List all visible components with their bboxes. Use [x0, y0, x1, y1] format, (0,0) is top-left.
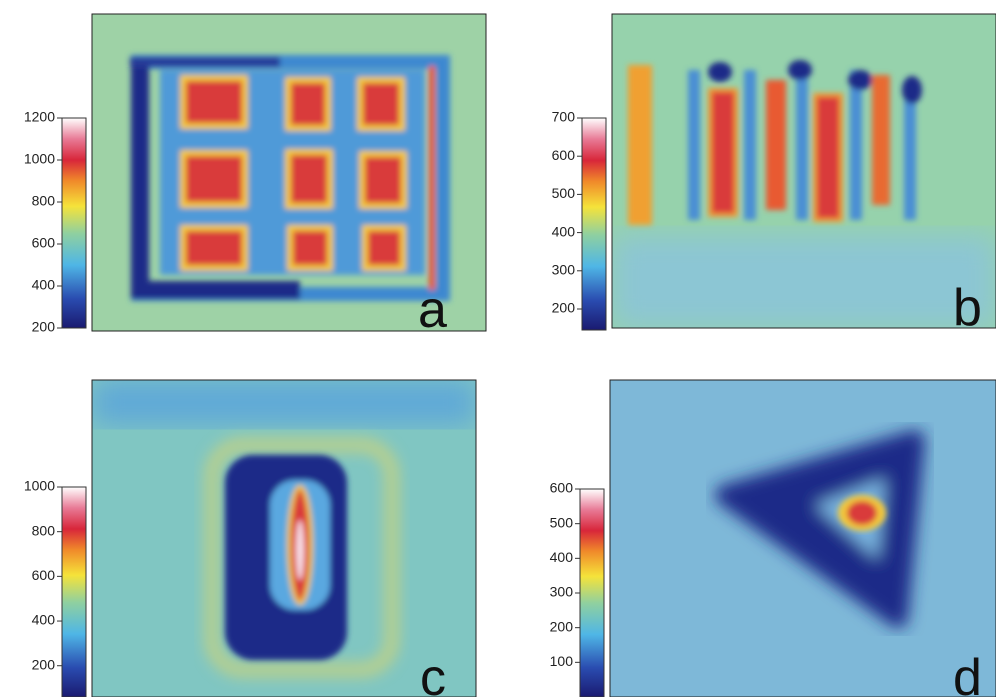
tick-label: 300: [550, 584, 574, 600]
tick-label: 1000: [24, 151, 55, 167]
tick-label: 800: [32, 522, 56, 538]
panel-label: a: [418, 281, 447, 339]
tick-label: 600: [550, 480, 574, 496]
tick-label: 600: [552, 147, 576, 163]
tick-label: 200: [550, 618, 574, 634]
tick-label: 400: [32, 612, 56, 628]
tick-label: 1200: [24, 109, 55, 125]
heatmap-image: [92, 380, 476, 697]
colorbar: [62, 487, 86, 697]
tick-label: 500: [550, 514, 574, 530]
tick-label: 500: [552, 185, 576, 201]
panel-label: c: [420, 649, 446, 697]
tick-label: 300: [552, 261, 576, 277]
tick-label: 100: [550, 653, 574, 669]
colorbar: [582, 118, 606, 330]
colorbar: [62, 118, 86, 328]
tick-label: 200: [552, 300, 576, 316]
tick-label: 400: [552, 223, 576, 239]
tick-label: 700: [552, 109, 576, 125]
heatmap-image: [610, 380, 996, 697]
tick-label: 600: [32, 235, 56, 251]
colorbar: [580, 489, 604, 697]
heatmap-image: [612, 14, 996, 328]
tick-label: 1000: [24, 478, 55, 494]
panel-label: d: [953, 649, 982, 697]
tick-label: 400: [550, 549, 574, 565]
tick-label: 800: [32, 193, 56, 209]
tick-label: 600: [32, 567, 56, 583]
tick-label: 400: [32, 277, 56, 293]
panel-label: b: [953, 279, 982, 337]
figure: a b c d 200 400 600 800 1000 1200 200 300 400 500…: [0, 0, 996, 697]
tick-label: 200: [32, 656, 56, 672]
tick-label: 200: [32, 319, 56, 335]
